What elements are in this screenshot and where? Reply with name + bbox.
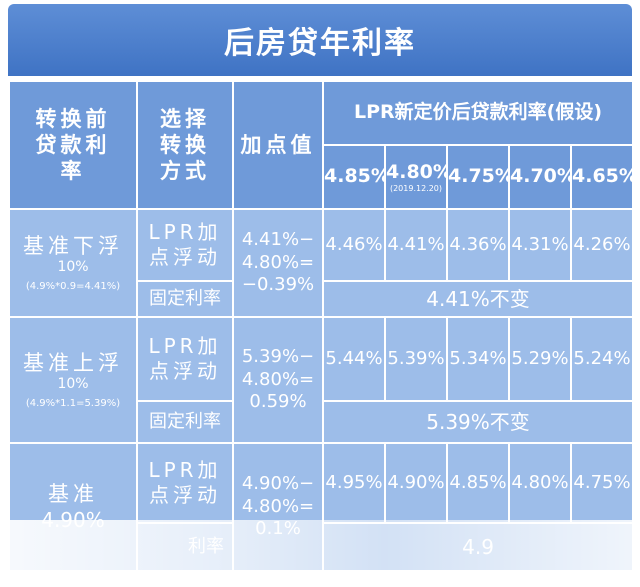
spread-line: 4.41%− (241, 229, 315, 251)
rate-header-1: 4.80% (2019.12.20) (384, 144, 448, 210)
rate-header-note: (2019.12.20) (389, 183, 443, 193)
spread-cell: 5.39%− 4.80%= 0.59% (232, 316, 324, 444)
spread-cell: 4.90%− 4.80%= 0.1% (232, 442, 324, 572)
page-title: 后房贷年利率 (8, 4, 632, 76)
header-spread: 加点值 (232, 80, 324, 210)
header-before-rate: 转换前贷款利率 (8, 80, 138, 210)
spread-line: −0.39% (241, 274, 315, 296)
spread-line: 0.1% (255, 518, 301, 540)
rate-header-value: 4.75% (448, 165, 509, 188)
rate-table: 转换前贷款利率 选择转换方式 加点值 LPR新定价后贷款利率(假设) 4.85%… (8, 80, 635, 572)
rate-value: 4.31% (508, 208, 572, 282)
header-lpr-title: LPR新定价后贷款利率(假设) (321, 80, 635, 146)
header-before-rate-label: 转换前贷款利率 (35, 106, 111, 184)
category-label: 基准 (48, 482, 98, 507)
spread-cell: 4.41%− 4.80%= −0.39% (232, 208, 324, 318)
spread-line: 5.39%− (241, 346, 315, 368)
rate-value: 4.75% (569, 442, 635, 524)
header-lpr-title-label: LPR新定价后贷款利率(假设) (354, 101, 603, 124)
category-cell: 基准下浮 10% (4.9%*0.9=4.41%) (8, 208, 138, 318)
spread-line: 4.80%= (241, 368, 315, 390)
category-formula: (4.9%*1.1=5.39%) (25, 397, 121, 409)
rate-value: 4.26% (569, 208, 635, 282)
rate-value: 5.29% (508, 316, 572, 402)
category-label: 基准下浮 (23, 233, 123, 258)
rate-value: 5.34% (446, 316, 510, 402)
category-formula: (4.9%*0.9=4.41%) (25, 280, 121, 292)
header-method: 选择转换方式 (136, 80, 234, 210)
method-lpr: LPR加点浮动 (136, 442, 234, 524)
rate-value: 4.36% (446, 208, 510, 282)
rate-header-0: 4.85% (322, 144, 386, 210)
rate-header-3: 4.70% (508, 144, 572, 210)
rate-value: 4.90% (384, 442, 448, 524)
category-cell: 基准 4.90% (8, 442, 138, 572)
category-cell: 基准上浮 10% (4.9%*1.1=5.39%) (8, 316, 138, 444)
rate-value: 5.24% (569, 316, 635, 402)
rate-header-value: 4.80% (386, 161, 447, 184)
rate-value: 4.85% (446, 442, 510, 524)
rate-value: 4.41% (384, 208, 448, 282)
spread-line: 4.80%= (241, 495, 315, 517)
method-lpr: LPR加点浮动 (136, 208, 234, 282)
method-fixed: 固定利率 (136, 280, 234, 318)
fixed-unchanged: 5.39%不变 (321, 400, 635, 444)
method-fixed: 利率 (136, 522, 234, 572)
header-method-label: 选择转换方式 (160, 106, 210, 184)
category-pct: 10% (57, 259, 89, 276)
spread-line: 4.90%− (241, 473, 315, 495)
spread-line: 0.59% (249, 391, 307, 413)
rate-value: 4.46% (322, 208, 386, 282)
method-lpr: LPR加点浮动 (136, 316, 234, 402)
rate-value: 5.39% (384, 316, 448, 402)
rate-value: 4.80% (508, 442, 572, 524)
rate-header-value: 4.65% (572, 165, 634, 188)
rate-header-2: 4.75% (446, 144, 510, 210)
header-spread-label: 加点值 (240, 132, 316, 157)
category-label: 基准上浮 (23, 350, 123, 375)
spread-line: 4.80%= (241, 251, 315, 273)
category-pct: 10% (57, 376, 89, 393)
rate-header-4: 4.65% (569, 144, 635, 210)
fixed-unchanged: 4.41%不变 (321, 280, 635, 318)
method-fixed: 固定利率 (136, 400, 234, 444)
fixed-unchanged: 4.9 (321, 522, 635, 572)
rate-header-value: 4.85% (324, 165, 385, 188)
rate-header-value: 4.70% (510, 165, 571, 188)
rate-value: 5.44% (322, 316, 386, 402)
rate-value: 4.95% (322, 442, 386, 524)
category-pct: 4.90% (41, 507, 105, 532)
